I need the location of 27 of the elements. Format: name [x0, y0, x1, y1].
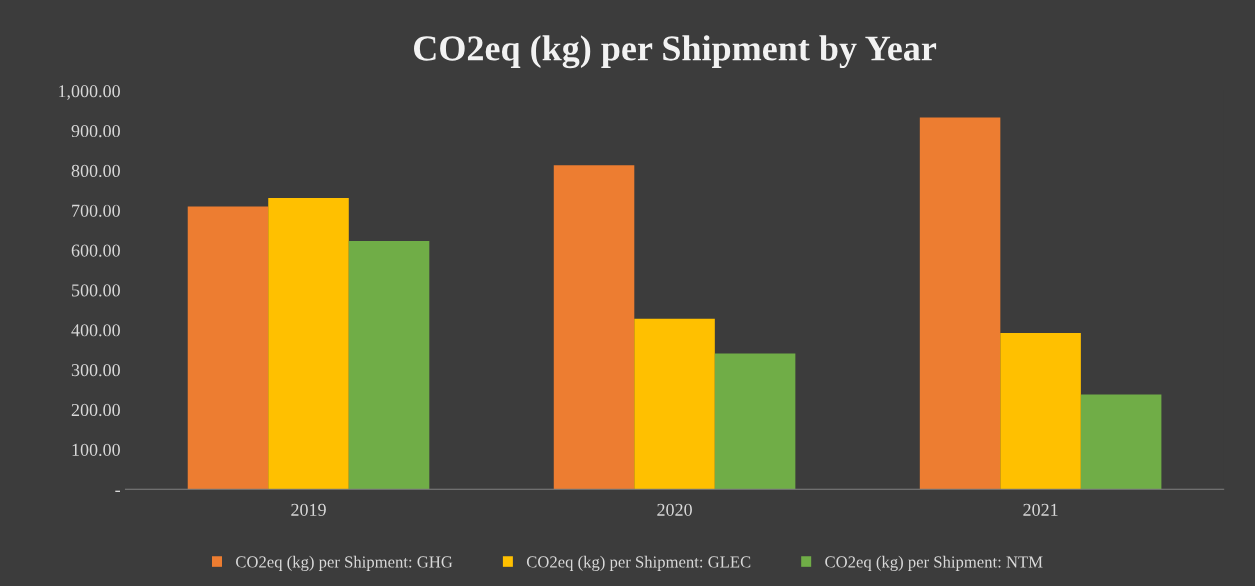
x-tick-label: 2021: [1023, 503, 1058, 516]
y-tick-label: -: [115, 490, 120, 492]
bar: [268, 198, 349, 490]
bar: [634, 318, 715, 490]
y-tick-label: 700.00: [72, 204, 120, 217]
y-tick-label: 400.00: [71, 324, 120, 337]
y-tick-label: 300.00: [71, 364, 120, 377]
y-tick-label: 100.00: [72, 443, 120, 456]
bar: [919, 117, 1001, 490]
x-tick-label: 2020: [657, 503, 692, 516]
y-tick-label: 800.00: [71, 164, 120, 178]
legend-label: CO2eq (kg) per Shipment: NTM: [825, 555, 1043, 571]
y-tick-label: 1,000.00: [59, 85, 120, 100]
y-tick-label: 200.00: [71, 403, 120, 417]
x-tick-label: 2019: [291, 503, 326, 516]
bar: [348, 241, 430, 490]
bar: [714, 353, 796, 490]
bar: [553, 165, 635, 490]
y-tick-label: 500.00: [72, 284, 120, 297]
legend-label: CO2eq (kg) per Shipment: GHG: [236, 555, 453, 571]
legend-label: CO2eq (kg) per Shipment: GLEC: [526, 555, 751, 571]
bar: [187, 206, 269, 490]
bar: [1080, 394, 1162, 490]
bar: [1000, 333, 1081, 490]
y-tick-label: 600.00: [71, 244, 120, 257]
chart-title: CO2eq (kg) per Shipment by Year: [414, 35, 937, 69]
y-tick-label: 900.00: [71, 124, 120, 138]
